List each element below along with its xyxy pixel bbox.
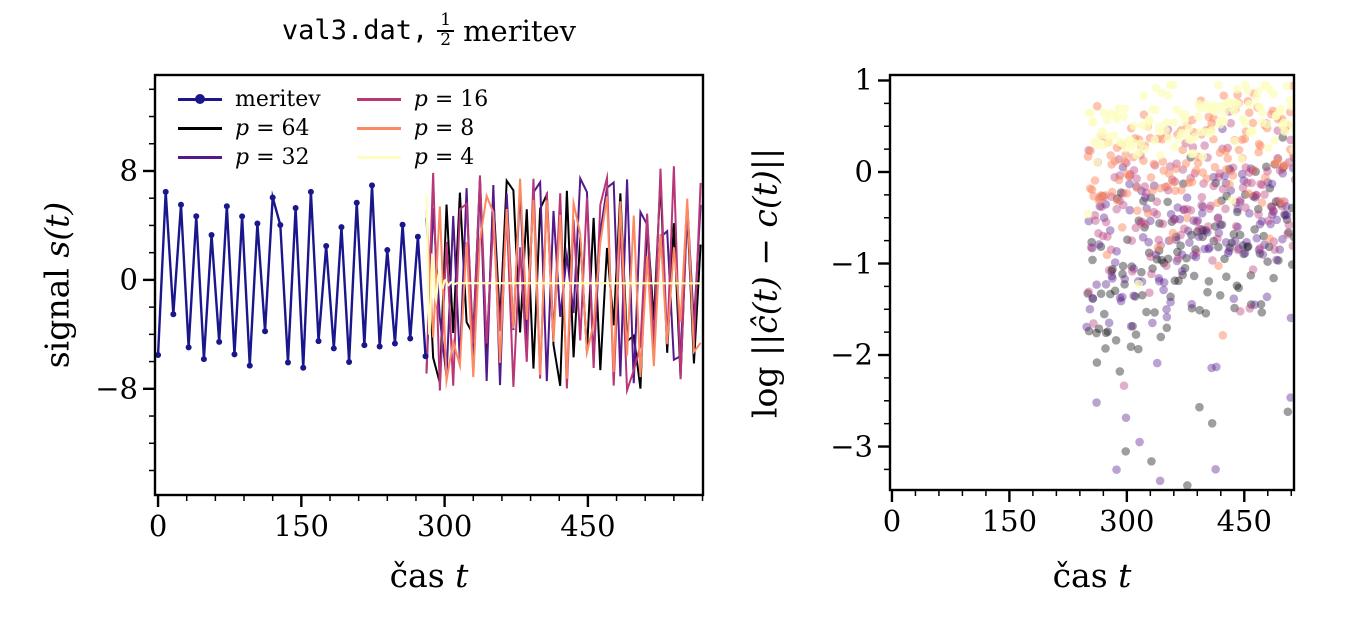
legend-item: p = 4	[356, 145, 489, 170]
label-part: signal	[37, 257, 77, 369]
y-tick-label: 8	[119, 153, 138, 188]
legend-line-sample	[356, 97, 401, 101]
left-xaxis-label: čas t	[155, 556, 703, 595]
right-yaxis-label: log ||ĉ(t) − c(t)||	[746, 147, 785, 417]
x-tick-label: 450	[560, 509, 616, 543]
x-tick-label: 300	[416, 509, 473, 543]
legend-item: p = 8	[356, 116, 489, 141]
label-part: t	[1118, 556, 1132, 595]
label-part: p	[413, 115, 428, 141]
label-part: p	[235, 115, 250, 141]
right-xaxis-label: čas t	[890, 556, 1294, 595]
legend-label: p = 32	[235, 145, 310, 170]
legend-label: p = 4	[414, 145, 475, 170]
y-tick-label: −2	[830, 337, 873, 372]
label-part: čas	[1052, 556, 1119, 595]
label-part: = 8	[427, 115, 475, 141]
label-part: log	[745, 355, 785, 418]
label-part: t	[455, 556, 469, 595]
label-part: s(t)	[37, 201, 77, 258]
fraction-numerator: 1	[440, 10, 452, 30]
y-tick-label: −8	[95, 371, 138, 406]
x-tick-label: 300	[1099, 504, 1155, 538]
label-part: ||	[745, 333, 785, 356]
label-part: = 16	[427, 86, 489, 112]
legend-marker-dot	[195, 94, 205, 104]
y-tick-label: −3	[830, 429, 873, 464]
x-tick-label: 0	[148, 509, 168, 543]
legend-line-sample	[178, 94, 222, 104]
label-part: ||	[745, 147, 785, 170]
legend-label: meritev	[235, 87, 321, 112]
label-part: čas	[389, 556, 456, 595]
y-tick-label: 1	[854, 62, 873, 97]
legend-line-sample	[356, 155, 401, 159]
label-part: p	[413, 144, 428, 170]
fraction-denominator: 2	[437, 29, 455, 50]
x-tick-label: 0	[882, 504, 902, 538]
x-tick-label: 150	[273, 509, 330, 543]
label-part: meritev	[463, 13, 577, 48]
label-part: = 32	[249, 144, 310, 170]
legend-item: p = 16	[356, 87, 489, 112]
label-part: = 64	[249, 115, 310, 141]
legend-label: p = 64	[235, 116, 310, 141]
label-part: = 4	[427, 144, 475, 170]
x-tick-label: 450	[1216, 504, 1272, 538]
legend-item: p = 32	[178, 145, 321, 170]
legend-item: meritev	[178, 87, 321, 112]
left-yaxis-label: signal s(t)	[38, 202, 77, 369]
legend-label: p = 8	[414, 116, 475, 141]
label-part: p	[413, 86, 428, 112]
y-tick-label: −1	[830, 246, 873, 280]
legend-label: p = 16	[414, 87, 489, 112]
legend-line-sample	[178, 126, 222, 130]
legend-line-sample	[356, 126, 401, 130]
legend-item: p = 64	[178, 116, 321, 141]
y-tick-label: 0	[119, 262, 138, 297]
label-part: p	[235, 144, 250, 170]
label-part: meritev	[235, 86, 321, 112]
label-part: ĉ(t) − c(t)	[745, 169, 785, 334]
y-tick-label: 0	[854, 154, 873, 189]
label-part: val3.dat,	[281, 15, 429, 47]
x-tick-label: 150	[981, 504, 1038, 538]
legend-line-sample	[178, 155, 222, 159]
left-plot-title: val3.dat, 1 2 meritev	[155, 10, 703, 50]
